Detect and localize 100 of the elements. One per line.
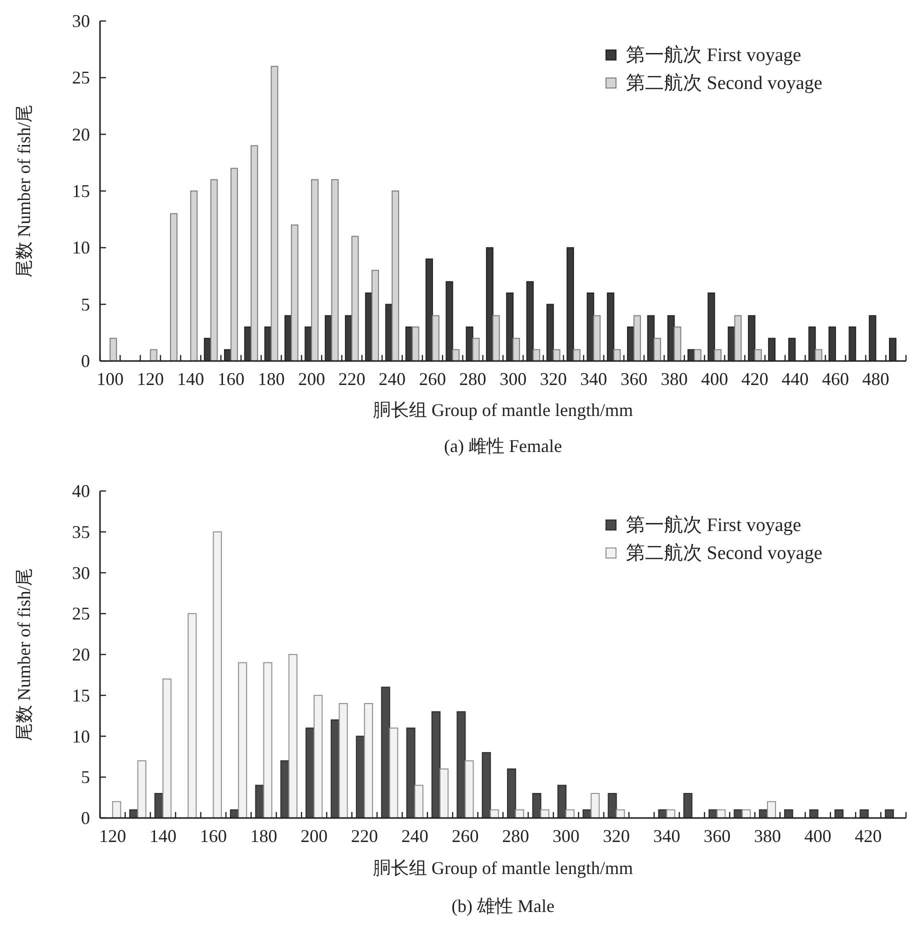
y-tick-label: 5 xyxy=(81,767,90,788)
bar xyxy=(432,315,440,362)
x-tick-label: 380 xyxy=(660,369,688,389)
x-tick-label: 240 xyxy=(378,369,406,389)
y-tick-label: 40 xyxy=(72,481,90,501)
bar xyxy=(137,760,146,818)
bar xyxy=(814,349,822,362)
bar xyxy=(190,190,198,362)
bar xyxy=(112,801,122,818)
x-tick-label: 360 xyxy=(704,826,731,846)
x-tick-label: 200 xyxy=(300,826,328,846)
y-tick-label: 35 xyxy=(72,522,90,542)
x-tick-label: 140 xyxy=(177,369,204,389)
bar xyxy=(351,236,359,362)
bar xyxy=(170,213,178,362)
y-tick-label: 20 xyxy=(72,124,90,144)
y-tick-label: 30 xyxy=(72,562,90,583)
bar xyxy=(590,792,600,818)
x-tick-label: 180 xyxy=(258,369,285,389)
y-tick-label: 20 xyxy=(72,644,90,664)
bar xyxy=(552,349,560,362)
x-axis-title: 胴长组 Group of mantle length/mm xyxy=(373,400,633,420)
bar xyxy=(766,801,776,818)
bar xyxy=(238,662,248,818)
bar xyxy=(714,349,722,362)
x-tick-label: 480 xyxy=(862,369,890,389)
bar xyxy=(311,179,319,362)
legend-label: 第二航次 Second voyage xyxy=(626,72,822,94)
text: (b) 雄性 Male xyxy=(452,896,554,916)
x-tick-label: 280 xyxy=(502,826,530,846)
bar xyxy=(412,326,420,362)
bar xyxy=(593,315,601,362)
x-tick-label: 260 xyxy=(418,369,446,389)
x-tick-label: 380 xyxy=(754,826,781,846)
bar xyxy=(110,338,118,362)
y-tick-label: 10 xyxy=(72,238,90,258)
text: (a) 雌性 Female xyxy=(444,436,562,456)
x-tick-label: 420 xyxy=(741,369,768,389)
y-tick-label: 0 xyxy=(81,808,90,828)
bar xyxy=(188,613,197,818)
bar xyxy=(654,338,662,362)
x-tick-label: 100 xyxy=(96,369,124,389)
legend-label: 第一航次 First voyage xyxy=(626,514,802,536)
x-tick-label: 180 xyxy=(250,826,278,846)
bar xyxy=(613,349,621,362)
bar xyxy=(389,728,398,818)
x-tick-label: 440 xyxy=(782,369,809,389)
x-tick-label: 320 xyxy=(540,369,567,389)
bar xyxy=(162,678,172,818)
x-tick-label: 160 xyxy=(200,826,227,846)
x-tick-label: 300 xyxy=(552,826,580,846)
bar xyxy=(210,179,218,362)
bar xyxy=(392,190,400,362)
x-tick-label: 420 xyxy=(854,826,882,846)
bar xyxy=(263,662,272,818)
bar xyxy=(694,349,702,362)
bar xyxy=(230,168,238,362)
y-tick-label: 30 xyxy=(72,11,90,31)
bar xyxy=(573,349,580,362)
x-tick-label: 220 xyxy=(350,826,378,846)
legend-label: 第二航次 Second voyage xyxy=(626,542,822,564)
y-tick-label: 15 xyxy=(72,181,90,201)
bar xyxy=(250,145,258,362)
x-tick-label: 300 xyxy=(500,369,527,389)
bar xyxy=(414,784,424,818)
y-tick-label: 25 xyxy=(72,604,90,624)
bar xyxy=(754,349,762,362)
bar xyxy=(512,338,520,362)
x-tick-label: 220 xyxy=(338,369,366,389)
y-tick-label: 15 xyxy=(72,685,90,706)
bar xyxy=(452,349,460,362)
x-tick-label: 280 xyxy=(459,369,486,389)
x-tick-label: 140 xyxy=(149,826,176,846)
x-tick-label: 160 xyxy=(217,369,244,389)
bar xyxy=(212,531,222,818)
bar xyxy=(734,315,742,362)
x-tick-label: 120 xyxy=(136,369,164,389)
bar xyxy=(492,315,500,362)
bar xyxy=(674,326,682,362)
x-tick-label: 260 xyxy=(452,826,479,846)
legend-label: 第一航次 First voyage xyxy=(626,44,802,66)
bar xyxy=(440,768,449,818)
bar xyxy=(633,315,641,362)
x-tick-label: 240 xyxy=(401,826,428,846)
bar xyxy=(472,338,480,362)
bar xyxy=(150,349,158,362)
bar xyxy=(331,179,339,362)
x-tick-label: 200 xyxy=(298,369,326,389)
x-tick-label: 340 xyxy=(653,826,680,846)
x-tick-label: 320 xyxy=(602,826,630,846)
y-axis-title: 尾数 Number of fish/尾 xyxy=(14,568,34,742)
x-tick-label: 400 xyxy=(701,369,728,389)
x-tick-label: 120 xyxy=(99,826,126,846)
bar xyxy=(338,703,348,818)
y-tick-label: 25 xyxy=(72,68,90,88)
x-tick-label: 340 xyxy=(580,369,608,389)
x-axis-title: 胴长组 Group of mantle length/mm xyxy=(373,858,633,878)
y-tick-label: 5 xyxy=(81,294,90,314)
bar xyxy=(666,809,676,818)
bar xyxy=(270,66,278,362)
